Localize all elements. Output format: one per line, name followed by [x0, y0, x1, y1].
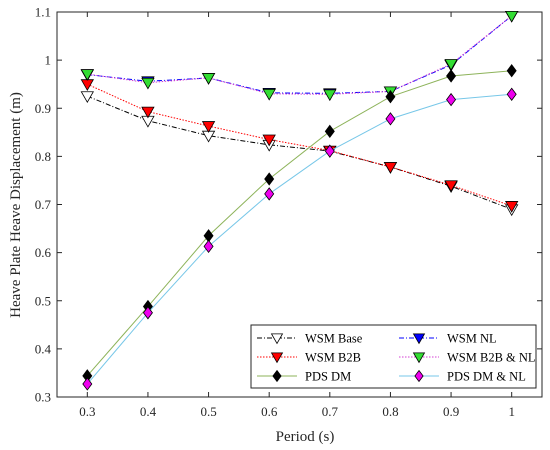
legend-marker	[414, 369, 424, 383]
x-tick-label: 0.5	[200, 404, 216, 419]
data-point	[504, 201, 519, 213]
x-axis-label: Period (s)	[276, 429, 335, 445]
x-tick-label: 0.7	[322, 404, 339, 419]
y-tick-label: 0.3	[35, 390, 51, 405]
series-line	[87, 15, 512, 95]
legend-marker	[412, 352, 426, 364]
data-point	[262, 88, 276, 101]
legend-item: WSM B2B & NL	[399, 351, 536, 365]
data-point	[444, 59, 458, 71]
data-point	[504, 10, 519, 23]
x-tick-label: 0.4	[140, 404, 157, 419]
data-point	[444, 180, 458, 193]
legend-box	[250, 324, 537, 389]
data-point	[264, 187, 275, 201]
series-line	[86, 70, 512, 377]
data-point	[385, 90, 396, 104]
data-point	[201, 121, 216, 133]
y-tick-label: 0.9	[35, 101, 51, 116]
legend-label: WSM B2B	[305, 351, 361, 365]
series-line	[87, 15, 513, 94]
y-tick-label: 1	[45, 53, 52, 68]
ticks-layer: 0.3 0.4 0.5 0.6 0.7 0.8 0.9 1 0.3 0.4 0.5 0.6 0.7 0.8…	[35, 5, 542, 419]
x-tick-label: 0.9	[443, 404, 459, 419]
legend: WSM Base WSM NL WSM B2B WSM B2B & NL PDS DM P…	[250, 324, 537, 389]
legend-marker	[412, 333, 426, 345]
data-point	[324, 144, 335, 158]
legend-label: WSM B2B & NL	[447, 351, 536, 365]
legend-item: WSM Base	[257, 332, 363, 346]
data-point	[323, 89, 337, 102]
legend-item: WSM B2B	[257, 351, 361, 365]
data-point	[385, 112, 396, 126]
data-point	[262, 134, 276, 147]
legend-marker	[272, 369, 282, 383]
data-point	[141, 77, 155, 90]
legend-item: PDS DM	[257, 370, 351, 384]
series-wsm-b2b	[80, 79, 519, 213]
series-line	[86, 93, 512, 385]
x-tick-label: 0.8	[382, 404, 398, 419]
y-tick-label: 1.1	[35, 5, 51, 20]
legend-label: PDS DM & NL	[447, 370, 526, 384]
data-point	[446, 92, 457, 107]
data-point	[383, 162, 398, 174]
x-tick-label: 0.6	[261, 404, 278, 419]
data-point	[82, 377, 93, 391]
legend-marker	[270, 352, 284, 364]
data-point	[80, 69, 95, 81]
data-point	[506, 87, 517, 101]
x-tick-label: 1	[508, 404, 515, 419]
legend-item: PDS DM & NL	[399, 370, 526, 384]
y-tick-label: 0.4	[35, 341, 52, 356]
legend-label: WSM NL	[447, 332, 497, 346]
data-point	[446, 69, 457, 83]
y-tick-label: 0.8	[35, 149, 51, 164]
y-tick-label: 0.6	[35, 245, 52, 260]
legend-marker	[270, 333, 284, 345]
data-point	[324, 124, 335, 139]
legend-label: PDS DM	[305, 370, 351, 384]
data-point	[141, 106, 155, 119]
data-point	[142, 306, 153, 320]
series-pds-dm-nl	[82, 87, 517, 391]
y-tick-label: 0.7	[35, 197, 52, 212]
data-point	[506, 64, 517, 78]
y-tick-label: 0.5	[35, 293, 51, 308]
data-point	[264, 172, 275, 186]
x-tick-label: 0.3	[79, 404, 95, 419]
series-layer	[80, 10, 519, 391]
legend-label: WSM Base	[305, 332, 363, 346]
data-point	[203, 239, 214, 254]
y-axis-label: Heave Plate Heave Displacement (m)	[8, 92, 24, 318]
legend-item: WSM NL	[399, 332, 497, 346]
data-point	[80, 91, 95, 104]
data-point	[201, 73, 216, 85]
